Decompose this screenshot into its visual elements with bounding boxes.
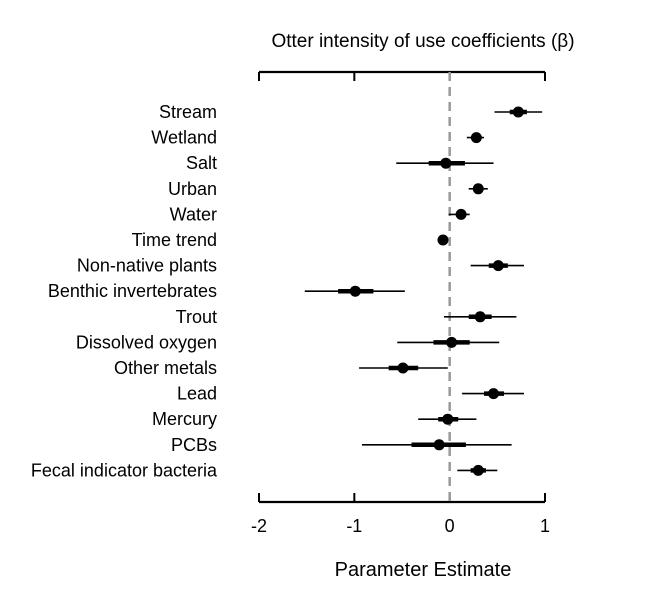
estimate-point: [349, 285, 361, 297]
coefficient-row: PCBs: [171, 435, 512, 455]
estimate-point: [488, 388, 500, 400]
row-label: Non-native plants: [77, 256, 217, 276]
coefficient-row: Other metals: [114, 358, 448, 378]
estimate-point: [512, 106, 524, 118]
chart-title: Otter intensity of use coefficients (β): [271, 31, 574, 52]
x-tick-label: -2: [251, 516, 267, 536]
coefficient-row: Urban: [168, 179, 488, 199]
row-label: Other metals: [114, 358, 217, 378]
row-label: Trout: [176, 307, 217, 327]
coefficient-row: Trout: [176, 307, 517, 327]
coefficient-row: Fecal indicator bacteria: [31, 460, 498, 480]
x-tick-label: -1: [346, 516, 362, 536]
bottom-axis: -2 -1 0 1: [251, 493, 550, 536]
coefficient-row: Water: [170, 204, 470, 224]
row-label: Salt: [186, 153, 217, 173]
coefficient-row: Lead: [177, 384, 525, 404]
estimate-point: [455, 208, 467, 220]
estimate-point: [470, 132, 482, 144]
row-label: Benthic invertebrates: [48, 281, 217, 301]
coefficient-row: Non-native plants: [77, 256, 525, 276]
row-label: Water: [170, 204, 217, 224]
estimate-point: [474, 311, 486, 323]
x-axis-label: Parameter Estimate: [335, 559, 512, 581]
coefficient-row: Time trend: [132, 230, 449, 250]
row-label: Stream: [159, 102, 217, 122]
row-label: Wetland: [151, 128, 217, 148]
row-label: Lead: [177, 384, 217, 404]
row-label: PCBs: [171, 435, 217, 455]
estimate-point: [446, 336, 458, 348]
estimate-point: [433, 439, 445, 451]
coefficient-row: Wetland: [151, 128, 484, 148]
row-label: Dissolved oxygen: [76, 332, 217, 352]
x-tick-label: 1: [540, 516, 550, 536]
estimate-point: [437, 234, 449, 246]
row-label: Fecal indicator bacteria: [31, 460, 218, 480]
row-label: Mercury: [152, 409, 217, 429]
row-label: Time trend: [132, 230, 217, 250]
coefficient-rows: Stream Wetland Salt Urban Water Time trend Non…: [31, 102, 543, 480]
estimate-point: [472, 464, 484, 476]
estimate-point: [397, 362, 409, 374]
coefficient-row: Benthic invertebrates: [48, 281, 405, 301]
x-tick-label: 0: [445, 516, 455, 536]
row-label: Urban: [168, 179, 217, 199]
top-axis: [258, 70, 546, 81]
coefficient-row: Stream: [159, 102, 543, 122]
estimate-point: [492, 260, 504, 272]
estimate-point: [442, 413, 454, 425]
coefficient-row: Dissolved oxygen: [76, 332, 500, 352]
estimate-point: [472, 183, 484, 195]
coefficient-row: Mercury: [152, 409, 477, 429]
coefficient-row: Salt: [186, 153, 494, 173]
estimate-point: [440, 157, 452, 169]
